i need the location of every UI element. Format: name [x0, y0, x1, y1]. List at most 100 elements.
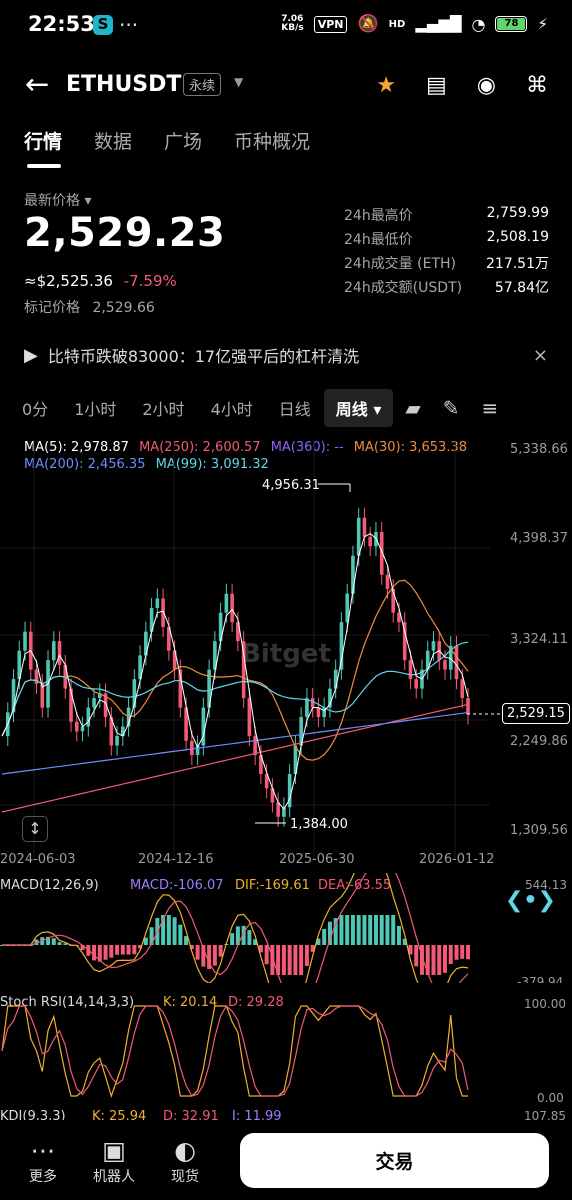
draw-icon[interactable]: ✎: [442, 395, 460, 420]
macd-value: MACD:-106.07: [130, 878, 224, 893]
macd-chart[interactable]: MACD(12,26,9) MACD:-106.07 DIF:-169.61 D…: [0, 873, 572, 983]
low-label: 1,384.00: [290, 817, 348, 832]
star-icon[interactable]: ★: [376, 73, 396, 98]
main-chart[interactable]: Bitget 4,956.31 1,384.00 5,338.66 4,398.…: [0, 440, 572, 870]
stoch-axis-top: 100.00: [524, 997, 566, 1011]
candle-body: [11, 679, 16, 713]
macd-bar: [414, 945, 419, 967]
macd-bar: [454, 945, 459, 960]
candle-body: [144, 631, 148, 656]
timeframe-weekly[interactable]: 周线 ▾: [323, 388, 394, 427]
tab-square[interactable]: 广场: [164, 131, 203, 153]
candle-body: [236, 622, 240, 642]
tab-data[interactable]: 数据: [94, 131, 133, 153]
candle-body: [299, 717, 303, 746]
candle-body: [466, 698, 470, 715]
nav-robot[interactable]: ▣ 机器人: [93, 1136, 135, 1186]
macd-bar: [368, 915, 373, 945]
macd-bar: [212, 945, 217, 966]
price-change: -7.59%: [123, 272, 177, 290]
macd-dea: DEA:-63.55: [318, 878, 391, 893]
ma250: MA(250): 2,600.57: [139, 440, 261, 455]
macd-bar: [149, 927, 154, 945]
candle-body: [109, 717, 114, 746]
candle-body: [121, 726, 125, 737]
nav-spot[interactable]: ◐ 现货: [171, 1136, 199, 1186]
date-label: 2025-06-30: [279, 852, 355, 867]
stats-label: 24h成交额(USDT): [344, 280, 463, 296]
candle-body: [23, 631, 27, 651]
timeframe-4h[interactable]: 4小时: [210, 399, 253, 419]
news-ticker[interactable]: ▶ 比特币跌破83000：17亿强平后的杠杆清洗 ×: [24, 343, 548, 367]
nav-more[interactable]: ⋯ 更多: [29, 1136, 57, 1186]
main-tabs: 行情 数据 广场 币种概况: [24, 127, 310, 154]
stats-value: 217.51万: [486, 256, 549, 272]
macd-dif: DIF:-169.61: [235, 878, 310, 893]
more-icon: ⋯: [30, 1136, 56, 1165]
stats-row: 24h成交量 (ETH) 217.51万: [344, 253, 549, 277]
alarm-icon[interactable]: ◉: [476, 73, 496, 98]
candle-body: [460, 679, 465, 699]
candlestick-series: [5, 507, 470, 827]
macd-bar: [437, 945, 442, 975]
current-price-tag: 2,529.15: [502, 703, 570, 724]
status-dots: ···: [119, 13, 139, 37]
stoch-axis-bottom: 0.00: [537, 1091, 564, 1105]
candle-body: [132, 679, 137, 708]
candle-body: [431, 641, 436, 651]
share-icon[interactable]: ⌘: [526, 73, 548, 98]
close-icon[interactable]: ×: [532, 344, 548, 366]
macd-bar: [425, 945, 430, 975]
macd-bar: [442, 945, 447, 973]
tab-market[interactable]: 行情: [24, 131, 63, 153]
macd-bar: [63, 943, 68, 945]
candle-body: [385, 574, 390, 589]
notebook-icon[interactable]: ▤: [426, 73, 447, 98]
tab-coin-info[interactable]: 币种概况: [234, 131, 311, 153]
candle-body: [322, 707, 326, 718]
watermark: Bitget: [241, 639, 331, 669]
symbol-dropdown-icon[interactable]: ▼: [234, 75, 244, 89]
candle-body: [270, 788, 275, 803]
robot-icon: ▣: [102, 1136, 126, 1165]
candle-body: [57, 641, 62, 665]
timeframe-0[interactable]: 0分: [22, 399, 49, 419]
macd-bar: [247, 930, 252, 945]
chart-settings-icon[interactable]: ≡: [481, 395, 499, 420]
timeframe-1h[interactable]: 1小时: [74, 399, 117, 419]
macd-axis-top: 544.13: [525, 878, 567, 892]
macd-bar: [299, 945, 304, 975]
macd-bar: [287, 945, 292, 975]
macd-bar: [264, 945, 269, 965]
expand-panel-icon[interactable]: ❮•❯: [505, 888, 556, 913]
back-icon[interactable]: ←: [25, 67, 50, 101]
candle-body: [224, 593, 229, 613]
ma200-line: [1, 711, 469, 775]
macd-bar: [333, 918, 338, 945]
macd-bar: [218, 945, 223, 957]
stoch-k: K: 20.14: [163, 995, 217, 1010]
latest-price-label[interactable]: 最新价格 ▾: [24, 193, 92, 209]
candle-body: [276, 802, 280, 817]
timeframe-2h[interactable]: 2小时: [142, 399, 185, 419]
scale-toggle-icon[interactable]: ↕: [22, 816, 48, 842]
candle-body: [345, 593, 349, 623]
candle-body: [316, 707, 321, 718]
trade-button[interactable]: 交易: [240, 1133, 549, 1188]
macd-bar: [391, 915, 396, 945]
symbol-title[interactable]: ETHUSDT: [66, 72, 182, 97]
candle-body: [98, 693, 102, 699]
stoch-title: Stoch RSI(14,14,3,3): [0, 995, 134, 1010]
candle-body: [155, 598, 160, 608]
candle-body: [34, 669, 39, 684]
macd-bar: [115, 945, 120, 955]
candle-body: [167, 626, 171, 651]
chart-type-icon[interactable]: ▰: [405, 395, 421, 420]
timeframe-daily[interactable]: 日线: [278, 399, 311, 419]
candle-body: [310, 698, 315, 708]
stoch-rsi-chart[interactable]: Stoch RSI(14,14,3,3) K: 20.14 D: 29.28 1…: [0, 990, 572, 1120]
price-axis-label: 4,398.37: [510, 531, 568, 546]
price-axis-label: 5,338.66: [510, 442, 568, 457]
mark-price-row: 标记价格 2,529.66: [24, 297, 155, 317]
macd-bar: [120, 945, 125, 955]
